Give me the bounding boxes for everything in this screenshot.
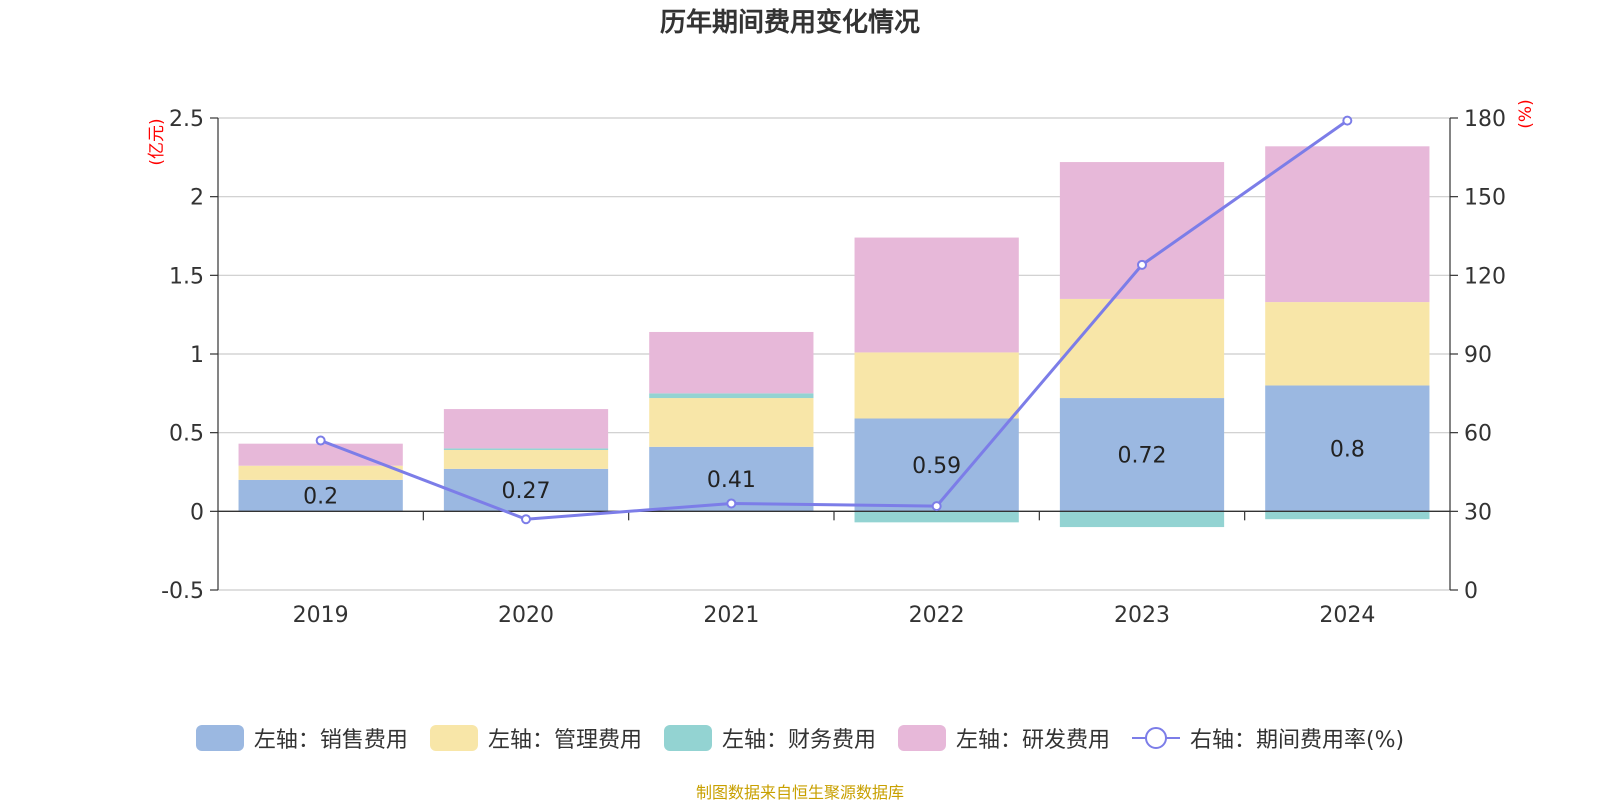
chart-title: 历年期间费用变化情况 xyxy=(659,8,920,38)
bar-finance xyxy=(854,511,1019,523)
x-tick-label: 2024 xyxy=(1319,603,1375,628)
left-tick-label: 1 xyxy=(190,343,204,368)
bar-sales xyxy=(1059,398,1225,512)
x-tick-label: 2020 xyxy=(498,603,554,628)
legend-item-admin[interactable]: 左轴：管理费用 xyxy=(429,722,642,754)
bar-admin xyxy=(1059,298,1225,399)
bar-rd xyxy=(238,443,403,466)
rate-line-path xyxy=(320,119,1349,521)
bar-rd xyxy=(1059,162,1225,299)
bar-sales xyxy=(443,468,609,512)
legend-item-finance[interactable]: 左轴：财务费用 xyxy=(663,722,876,754)
right-tick-label: 90 xyxy=(1464,343,1492,368)
left-tick-label: 1.5 xyxy=(169,264,204,289)
x-tick-label: 2019 xyxy=(293,603,349,628)
legend-label: 左轴：财务费用 xyxy=(721,728,876,753)
bar-admin xyxy=(649,398,814,447)
right-tick-label: 120 xyxy=(1464,264,1506,289)
legend-item-rate[interactable]: 右轴：期间费用率(%) xyxy=(1131,722,1405,754)
source-note: 制图数据来自恒生聚源数据库 xyxy=(695,783,904,802)
right-tick-label: 30 xyxy=(1464,500,1492,525)
data-label: 0.59 xyxy=(912,454,961,479)
bar-admin xyxy=(1265,302,1430,386)
right-tick-label: 60 xyxy=(1464,422,1492,447)
legend-label: 左轴：销售费用 xyxy=(253,728,408,753)
bars xyxy=(238,146,1430,528)
bar-rd xyxy=(1265,146,1430,303)
data-label: 0.72 xyxy=(1118,444,1167,469)
legend-label: 右轴：期间费用率(%) xyxy=(1189,728,1405,753)
legend-item-rd[interactable]: 左轴：研发费用 xyxy=(897,722,1110,754)
data-labels: 0.2 0.27 0.41 0.59 0.72 0.8 xyxy=(303,437,1365,509)
bar-sales xyxy=(238,479,403,512)
data-label: 0.27 xyxy=(502,479,551,504)
left-tick-label: -0.5 xyxy=(161,579,204,604)
rate-point xyxy=(931,501,942,512)
legend-swatch xyxy=(195,725,244,751)
right-axis-unit: (%) xyxy=(1516,99,1536,128)
data-label: 0.8 xyxy=(1330,437,1365,462)
right-tick-label: 0 xyxy=(1464,579,1478,604)
legend-item-sales[interactable]: 左轴：销售费用 xyxy=(195,722,408,754)
rate-point xyxy=(521,514,531,525)
bar-rd xyxy=(443,409,609,449)
left-axis-unit: (亿元) xyxy=(147,118,167,165)
x-tick-label: 2022 xyxy=(909,603,965,628)
data-label: 0.41 xyxy=(707,468,756,493)
axes: 2.5 2 1.5 1 0.5 0 -0.5 180 150 120 90 60 30 0 2019 2020… xyxy=(147,99,1536,628)
left-tick-label: 0 xyxy=(190,500,204,525)
legend-swatch xyxy=(429,725,478,751)
bar-admin xyxy=(854,352,1019,419)
x-tick-label: 2021 xyxy=(703,603,759,628)
bar-admin xyxy=(443,449,609,469)
legend-swatch xyxy=(663,725,712,751)
legend: 左轴：销售费用 左轴：管理费用 左轴：财务费用 左轴：研发费用 右轴：期间费用率(%) xyxy=(0,722,1600,754)
rate-point xyxy=(315,435,326,446)
bar-rd xyxy=(649,331,814,394)
legend-label: 左轴：研发费用 xyxy=(955,728,1110,753)
legend-swatch xyxy=(1131,727,1180,749)
bar-sales xyxy=(854,418,1019,512)
bar-finance xyxy=(1059,511,1225,528)
rate-point xyxy=(726,498,737,509)
right-tick-label: 180 xyxy=(1464,107,1506,132)
bar-admin xyxy=(238,465,403,480)
rate-point xyxy=(1137,259,1147,270)
bar-finance xyxy=(1265,511,1430,520)
legend-swatch xyxy=(897,725,946,751)
bar-finance xyxy=(443,448,609,450)
data-label: 0.2 xyxy=(303,485,338,510)
x-tick-label: 2023 xyxy=(1114,603,1170,628)
left-tick-label: 0.5 xyxy=(169,422,204,447)
right-tick-label: 150 xyxy=(1464,186,1506,211)
bar-sales xyxy=(1265,385,1430,512)
left-tick-label: 2 xyxy=(190,186,204,211)
chart-plot: 2.5 2 1.5 1 0.5 0 -0.5 180 150 120 90 60 30 0 2019 2020… xyxy=(147,99,1536,628)
rate-point xyxy=(1342,115,1353,126)
left-tick-label: 2.5 xyxy=(169,107,204,132)
bar-rd xyxy=(854,237,1019,353)
rate-line xyxy=(315,115,1353,525)
bar-finance xyxy=(649,393,814,399)
legend-label: 左轴：管理费用 xyxy=(487,728,642,753)
